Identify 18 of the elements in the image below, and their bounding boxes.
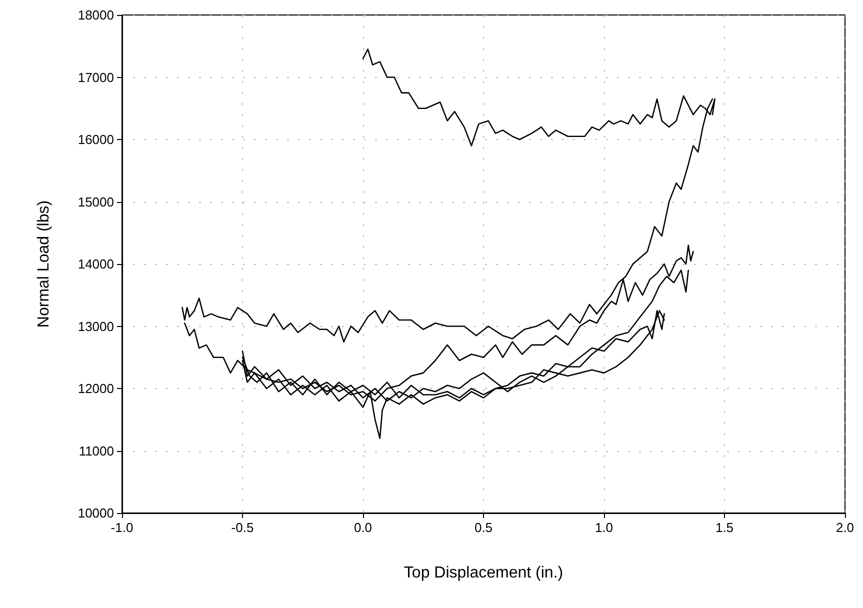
x-tick-label: 2.0 — [836, 520, 854, 535]
y-tick-label: 13000 — [78, 318, 114, 334]
x-tick-label: 1.0 — [594, 520, 614, 535]
x-tick-label: -0.5 — [231, 520, 254, 535]
y-tick-label: 12000 — [78, 381, 114, 396]
y-tick-label: 15000 — [78, 194, 114, 210]
y-tick-label: 16000 — [78, 132, 114, 147]
y-tick-label: 17000 — [78, 70, 114, 85]
x-tick-label: -1.0 — [110, 520, 134, 535]
y-tick-label: 10000 — [78, 506, 114, 520]
x-tick-label: 1.5 — [715, 520, 734, 535]
y-axis-title: Normal Load (lbs) — [36, 200, 52, 328]
y-tick-label: 18000 — [78, 8, 114, 22]
x-axis-title: Top Displacement (in.) — [404, 564, 564, 582]
y-tick-label: 14000 — [78, 256, 114, 272]
x-tick-label: 0.0 — [354, 520, 372, 535]
y-tick-label: 11000 — [78, 443, 114, 458]
x-tick-label: 0.5 — [474, 520, 493, 535]
